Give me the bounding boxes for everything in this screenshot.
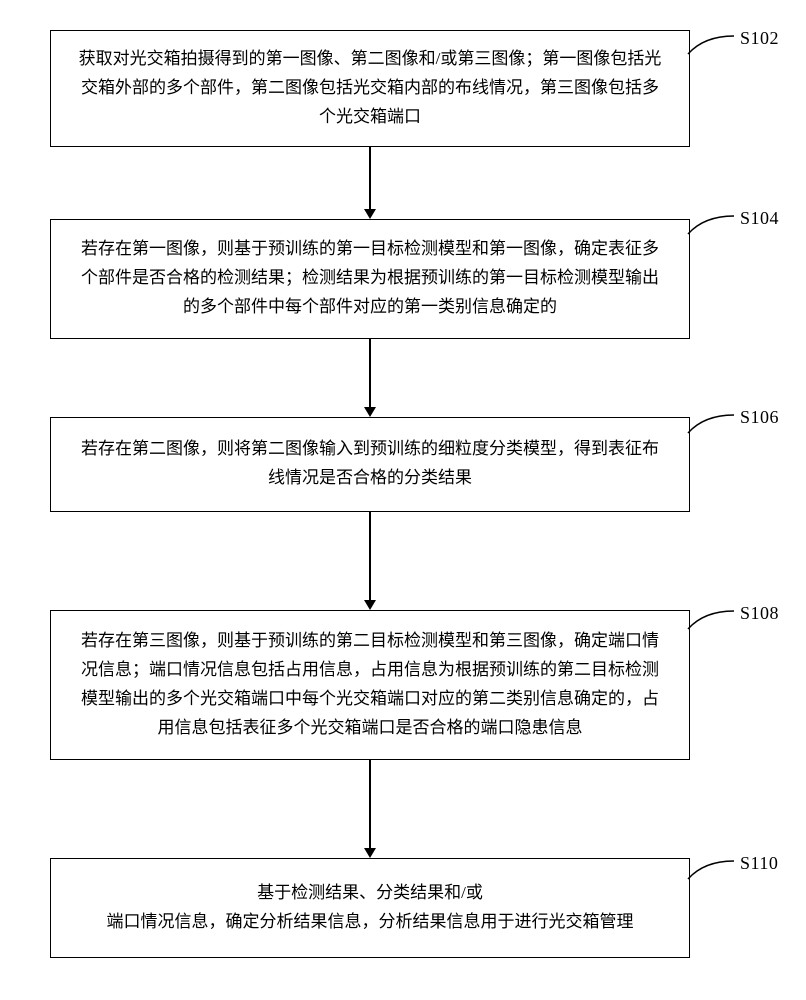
step-label-s106: S106 bbox=[740, 407, 779, 428]
step-label-s110: S110 bbox=[740, 853, 778, 874]
connector-arrow bbox=[50, 512, 690, 610]
step-box-s104: 若存在第一图像，则基于预训练的第一目标检测模型和第一图像，确定表征多个部件是否合… bbox=[50, 219, 690, 339]
step-text: 若存在第一图像，则基于预训练的第一目标检测模型和第一图像，确定表征多个部件是否合… bbox=[75, 235, 665, 322]
step-text: 若存在第三图像，则基于预训练的第二目标检测模型和第三图像，确定端口情况信息；端口… bbox=[75, 627, 665, 743]
step-label-s102: S102 bbox=[740, 28, 779, 49]
step-label-s104: S104 bbox=[740, 208, 779, 229]
step-text: 若存在第二图像，则将第二图像输入到预训练的细粒度分类模型，得到表征布线情况是否合… bbox=[75, 435, 665, 493]
connector-arrow bbox=[50, 147, 690, 219]
step-text: 基于检测结果、分类结果和/或端口情况信息，确定分析结果信息，分析结果信息用于进行… bbox=[107, 879, 634, 937]
step-label-s108: S108 bbox=[740, 603, 779, 624]
step-text: 获取对光交箱拍摄得到的第一图像、第二图像和/或第三图像；第一图像包括光交箱外部的… bbox=[75, 45, 665, 132]
connector-arrow bbox=[50, 339, 690, 417]
step-box-s108: 若存在第三图像，则基于预训练的第二目标检测模型和第三图像，确定端口情况信息；端口… bbox=[50, 610, 690, 760]
connector-arrow bbox=[50, 760, 690, 858]
flowchart-container: 获取对光交箱拍摄得到的第一图像、第二图像和/或第三图像；第一图像包括光交箱外部的… bbox=[50, 30, 750, 958]
step-box-s106: 若存在第二图像，则将第二图像输入到预训练的细粒度分类模型，得到表征布线情况是否合… bbox=[50, 417, 690, 512]
step-box-s102: 获取对光交箱拍摄得到的第一图像、第二图像和/或第三图像；第一图像包括光交箱外部的… bbox=[50, 30, 690, 147]
step-box-s110: 基于检测结果、分类结果和/或端口情况信息，确定分析结果信息，分析结果信息用于进行… bbox=[50, 858, 690, 958]
